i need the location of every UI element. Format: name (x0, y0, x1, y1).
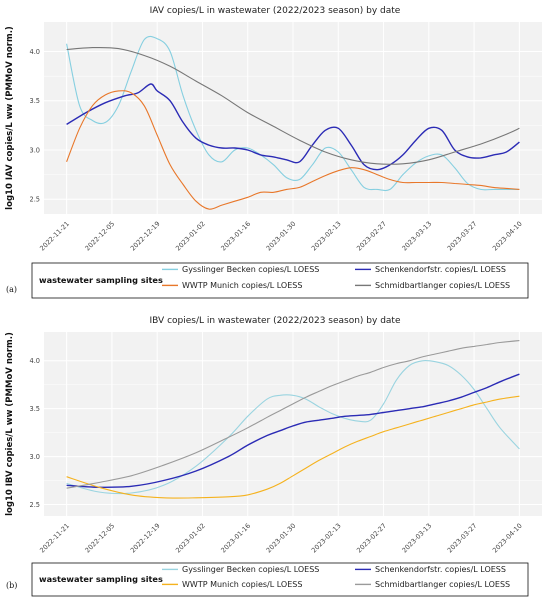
series-line-3 (66, 90, 520, 210)
series-line-2 (66, 83, 520, 171)
panel-a: IAV copies/L in wastewater (2022/2023 se… (5, 6, 542, 299)
y-tick-label: 2.5 (30, 501, 41, 509)
y-tick-label: 3.5 (30, 97, 41, 105)
x-tick-label: 2023-01-16 (219, 220, 252, 253)
y-tick-label: 4.0 (30, 357, 41, 365)
x-tick-label: 2023-04-10 (491, 220, 524, 253)
x-tick-label: 2022-12-05 (84, 522, 117, 555)
y-axis-label-a: log10 IAV copies/L ww (PMMoV norm.) (5, 26, 15, 210)
series-line-4 (66, 46, 520, 165)
x-tick-label: 2023-02-13 (310, 522, 343, 555)
panel-b: IBV copies/L in wastewater (2022/2023 se… (5, 316, 542, 597)
y-axis-label-b: log10 IBV copies/L ww (PMMoV norm.) (5, 332, 15, 516)
series-lines-a (66, 35, 520, 210)
x-tick-label: 2023-04-10 (491, 522, 524, 555)
legend-entries-b: Gysslinger Becken copies/L LOESS Schenken… (162, 565, 510, 589)
legend-entries-a: Gysslinger Becken copies/L LOESS Schenken… (162, 265, 510, 290)
legend-entry-label: WWTP Munich copies/L LOESS (182, 580, 302, 589)
legend-entry-label: Gysslinger Becken copies/L LOESS (182, 565, 319, 574)
x-tick-label: 2023-03-27 (446, 522, 479, 555)
legend-entry-label: Gysslinger Becken copies/L LOESS (182, 265, 319, 274)
series-lines-b (66, 340, 520, 499)
x-tick-labels-b: 2022-11-21 2022-12-05 2022-12-19 2023-01-02… (38, 522, 523, 555)
x-tick-label: 2023-03-27 (446, 220, 479, 253)
series-line-2 (66, 373, 520, 489)
grid-a (44, 22, 542, 214)
legend-b: wastewater sampling sites Gysslinger Bec… (31, 562, 529, 597)
x-tick-label: 2023-03-13 (400, 522, 433, 555)
legend-box-a (31, 262, 529, 299)
x-tick-label: 2023-01-30 (265, 522, 298, 555)
x-tick-label: 2023-02-13 (310, 220, 343, 253)
x-tick-label: 2022-12-05 (84, 220, 117, 253)
series-line-1 (66, 359, 520, 495)
legend-entry-label: Schenkendorfstr. copies/L LOESS (375, 565, 506, 574)
chart-title-a: IAV copies/L in wastewater (2022/2023 se… (150, 6, 401, 16)
legend-entry-label: Schenkendorfstr. copies/L LOESS (375, 265, 506, 274)
legend-title-b: wastewater sampling sites (39, 574, 163, 584)
x-tick-label: 2023-01-02 (174, 220, 207, 253)
x-tick-label: 2023-01-16 (219, 522, 252, 555)
y-tick-label: 3.0 (30, 146, 41, 154)
x-tick-label: 2023-01-02 (174, 522, 207, 555)
legend-entry-label: Schmidbartlanger copies/L LOESS (375, 281, 510, 290)
legend-entry-label: Schmidbartlanger copies/L LOESS (375, 580, 510, 589)
x-tick-label: 2022-12-19 (129, 522, 162, 555)
y-tick-label: 4.0 (30, 48, 41, 56)
x-tick-label: 2023-02-27 (355, 522, 388, 555)
y-tick-label: 2.5 (30, 196, 41, 204)
series-line-3 (66, 395, 520, 499)
series-line-4 (66, 340, 520, 489)
y-tick-label: 3.5 (30, 405, 41, 413)
legend-entry-label: WWTP Munich copies/L LOESS (182, 281, 302, 290)
x-tick-label: 2023-01-30 (265, 220, 298, 253)
panel-label-b: (b) (6, 581, 17, 590)
panel-label-a: (a) (6, 285, 17, 294)
grid-b (44, 332, 542, 516)
x-tick-label: 2022-12-19 (129, 220, 162, 253)
y-tick-labels-b: 2.5 3.0 3.5 4.0 (30, 357, 41, 509)
y-tick-label: 3.0 (30, 453, 41, 461)
y-tick-labels-a: 2.5 3.0 3.5 4.0 (30, 48, 41, 204)
x-tick-label: 2023-02-27 (355, 220, 388, 253)
chart-title-b: IBV copies/L in wastewater (2022/2023 se… (150, 316, 401, 326)
legend-a: wastewater sampling sites Gysslinger Bec… (31, 262, 529, 299)
legend-title-a: wastewater sampling sites (39, 275, 163, 285)
x-tick-label: 2023-03-13 (400, 220, 433, 253)
x-tick-label: 2022-11-21 (38, 220, 71, 253)
x-tick-labels-a: 2022-11-21 2022-12-05 2022-12-19 2023-01-02… (38, 220, 523, 253)
x-tick-label: 2022-11-21 (38, 522, 71, 555)
legend-box-b (31, 562, 529, 597)
